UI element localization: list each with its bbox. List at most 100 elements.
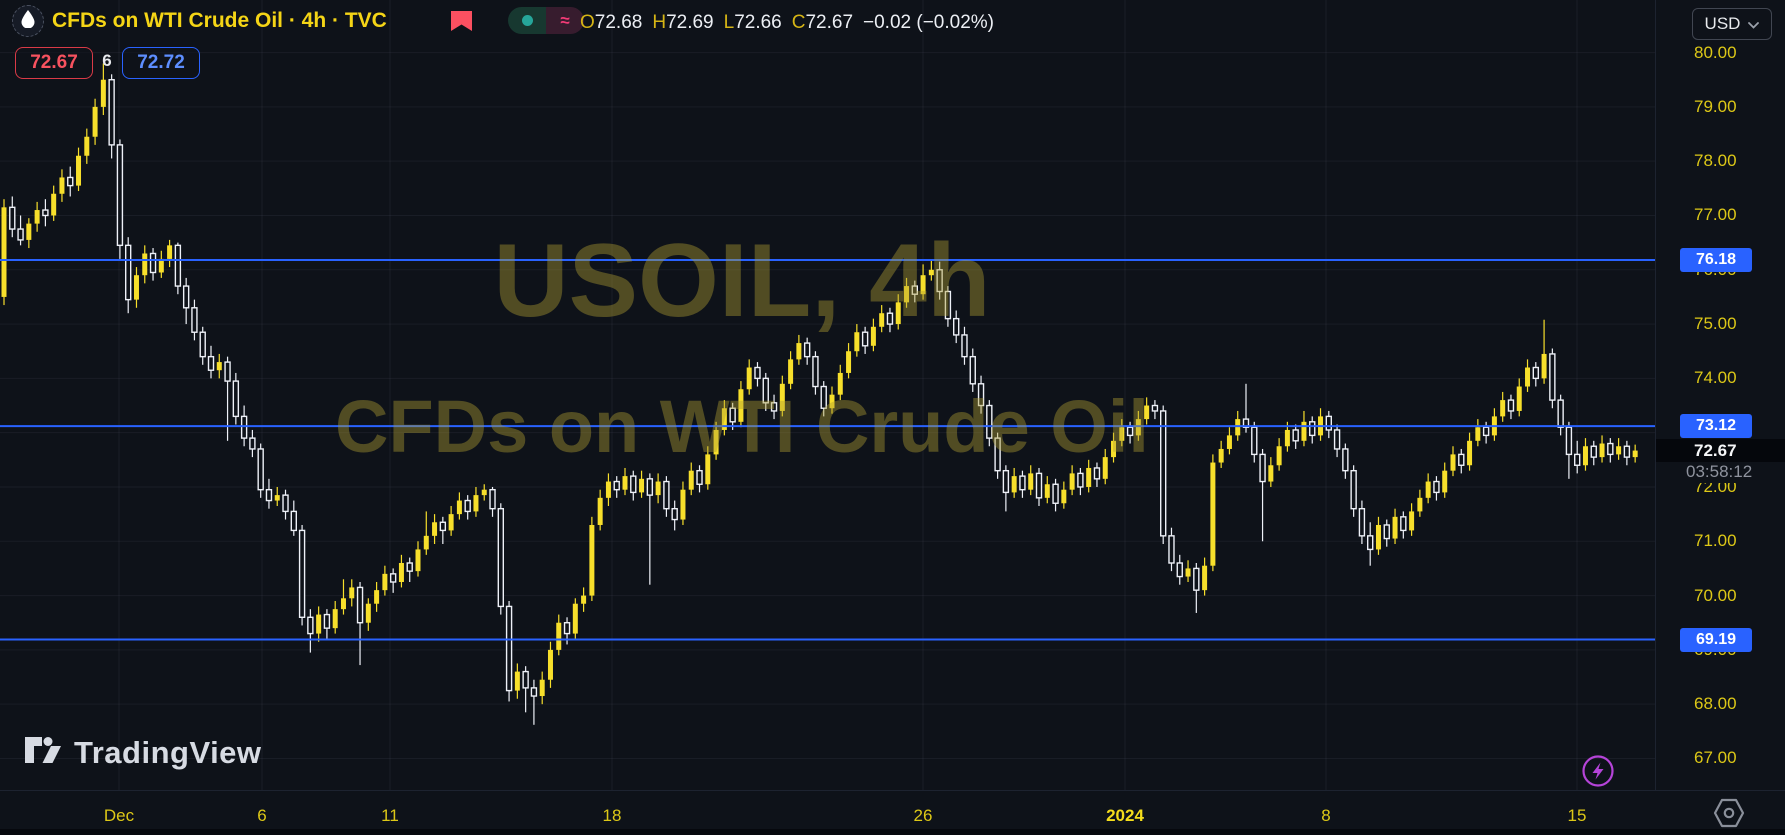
candle (398, 554, 404, 588)
candle (290, 500, 297, 536)
candle (655, 473, 661, 504)
change-value: −0.02 (−0.02%) (863, 12, 994, 33)
candle (779, 375, 785, 417)
price-level-label[interactable]: 69.19 (1680, 627, 1752, 652)
candle (605, 473, 611, 506)
flag-icon[interactable] (449, 11, 474, 37)
candle (1516, 378, 1522, 417)
candle (1309, 416, 1316, 444)
candle (274, 486, 280, 506)
candle (497, 503, 504, 615)
tradingview-wordmark: TradingView (74, 734, 262, 770)
candle (1226, 427, 1232, 455)
hexagon-target-icon[interactable] (1712, 797, 1746, 834)
tradingview-logo[interactable]: TradingView (24, 733, 262, 772)
candle (861, 326, 869, 354)
candle (977, 375, 985, 414)
sell-button[interactable]: 72.67 (15, 47, 93, 79)
candle (994, 432, 1001, 479)
candle (581, 587, 587, 612)
candle (9, 196, 16, 238)
price-level-label[interactable]: 76.18 (1680, 248, 1752, 272)
bar-countdown: 03:58:12 (1656, 461, 1785, 483)
candle (928, 260, 934, 281)
price-tick-label: 67.00 (1694, 748, 1737, 768)
candle (1019, 470, 1026, 498)
candle (108, 74, 115, 159)
candle (1035, 467, 1043, 506)
candle (1325, 410, 1333, 439)
candle (473, 486, 479, 517)
candle (1093, 462, 1101, 487)
candle (953, 310, 960, 344)
candle (556, 614, 562, 656)
candle (1144, 397, 1150, 425)
market-open-indicator (508, 7, 546, 34)
candle (597, 489, 603, 531)
candle (762, 372, 769, 411)
currency-dropdown[interactable]: USD (1692, 8, 1772, 40)
candle (1491, 408, 1497, 441)
candle (505, 601, 513, 702)
candle (489, 486, 496, 517)
candle (1202, 557, 1208, 596)
candle (1467, 432, 1473, 471)
candle (1632, 444, 1638, 463)
price-tick-label: 80.00 (1694, 42, 1737, 62)
candle (1292, 424, 1299, 449)
candle (1433, 476, 1440, 501)
candle (770, 394, 778, 420)
symbol-title[interactable]: CFDs on WTI Crude Oil · 4h · TVC (52, 9, 387, 32)
time-axis-label: Dec (103, 806, 135, 825)
candle (224, 356, 231, 441)
symbol-logo (12, 5, 44, 37)
candle (42, 199, 49, 227)
candle (1366, 522, 1374, 566)
high-label: H (652, 12, 667, 33)
candle (415, 541, 421, 577)
candle (1126, 421, 1134, 444)
tradingview-mark-icon (24, 733, 64, 772)
price-tick-label: 79.00 (1694, 96, 1737, 116)
candle (249, 429, 256, 458)
candle (1061, 481, 1067, 509)
candle (680, 481, 686, 525)
candle (282, 489, 289, 520)
candle (199, 326, 206, 365)
candle (1218, 440, 1224, 468)
candle (1342, 443, 1349, 479)
candle (803, 337, 811, 365)
candle (92, 98, 98, 145)
last-price-label[interactable]: 72.67 (1656, 438, 1785, 463)
boost-lightning-icon[interactable] (1581, 754, 1615, 793)
candle (630, 470, 637, 501)
candle (904, 277, 910, 308)
candle (481, 484, 487, 501)
candle (713, 421, 719, 460)
time-axis-label: 8 (1321, 806, 1331, 825)
buy-button[interactable]: 72.72 (122, 47, 200, 79)
candle (1409, 503, 1415, 536)
candle (382, 565, 388, 596)
candle (432, 514, 438, 544)
candle (663, 476, 670, 517)
candle (1557, 394, 1564, 436)
time-axis-label: 26 (913, 806, 933, 825)
candle (1532, 362, 1540, 387)
candle (547, 641, 553, 688)
high-value: 72.69 (666, 12, 714, 33)
candle (936, 261, 943, 300)
candle (1358, 500, 1366, 544)
candle (174, 242, 182, 295)
price-level-label[interactable]: 73.12 (1680, 414, 1752, 439)
candle (705, 446, 711, 490)
candle (812, 351, 819, 395)
candle (142, 245, 148, 284)
candle (191, 299, 198, 341)
candle (1210, 454, 1216, 572)
candle (257, 443, 264, 498)
market-status-toggle[interactable]: ≈ (508, 7, 584, 34)
price-tick-label: 74.00 (1694, 368, 1737, 388)
